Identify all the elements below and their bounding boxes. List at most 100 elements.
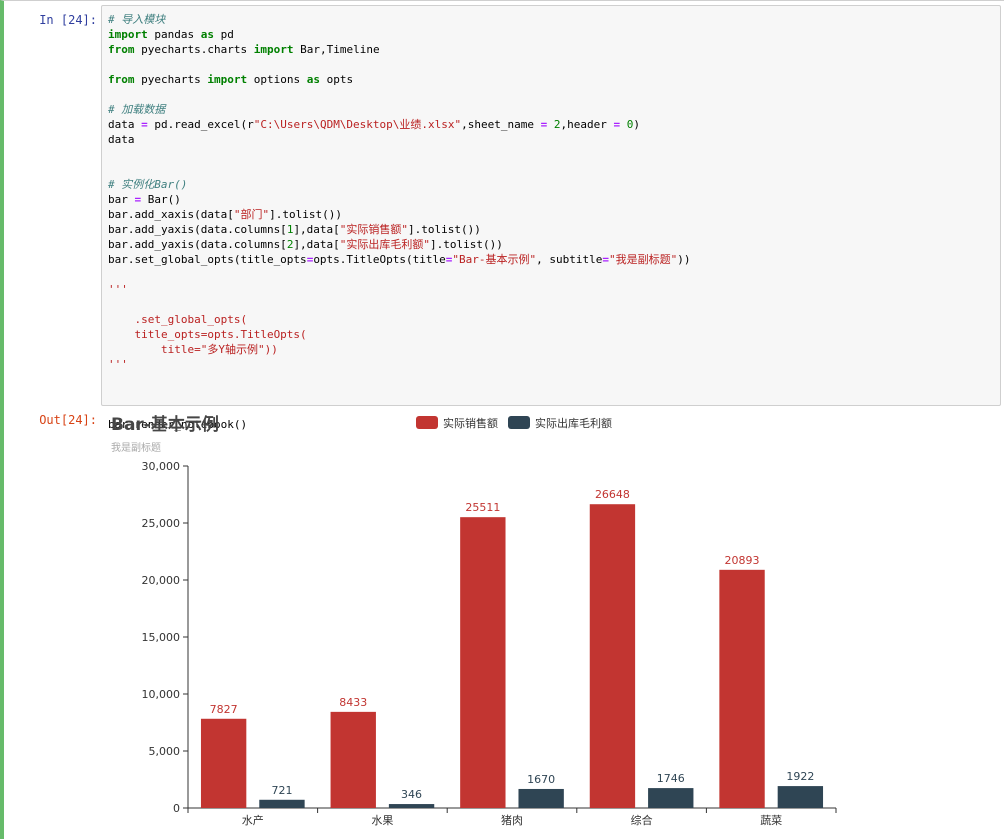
- code-token: =: [540, 118, 548, 131]
- code-line: ''': [108, 357, 691, 372]
- code-token: ''': [108, 283, 128, 296]
- code-line: data = pd.read_excel(r"C:\Users\QDM\Desk…: [108, 117, 691, 132]
- bar-profit: [259, 799, 305, 808]
- code-token: =: [613, 118, 621, 131]
- code-line: import pandas as pd: [108, 27, 691, 42]
- code-line: title_opts=opts.TitleOpts(: [108, 327, 691, 342]
- code-token: import: [108, 28, 148, 41]
- code-line: # 实例化Bar(): [108, 177, 691, 192]
- code-line: [108, 57, 691, 72]
- bar-profit: [518, 788, 564, 808]
- code-line: from pyecharts.charts import Bar,Timelin…: [108, 42, 691, 57]
- legend-swatch: [508, 416, 530, 429]
- data-label: 721: [271, 784, 292, 797]
- legend-swatch: [416, 416, 438, 429]
- code-token: pyecharts.charts: [134, 43, 254, 56]
- code-token: =: [445, 253, 453, 266]
- chart-title: Bar-基本示例: [111, 414, 219, 435]
- code-line: # 加载数据: [108, 102, 691, 117]
- code-token: from: [108, 73, 135, 86]
- code-line: [108, 387, 691, 402]
- code-line: ''': [108, 282, 691, 297]
- code-token: pd.read_excel(r: [147, 118, 254, 131]
- bar-sales: [460, 517, 506, 808]
- code-line: # 导入模块: [108, 12, 691, 27]
- y-tick-label: 10,000: [142, 688, 181, 701]
- code-token: ],data[: [293, 238, 340, 251]
- code-token: "实际销售额": [339, 223, 409, 236]
- data-label: 7827: [210, 703, 238, 716]
- x-tick-label: 猪肉: [501, 814, 523, 827]
- code-line: bar.add_yaxis(data.columns[2],data["实际出库…: [108, 237, 691, 252]
- bar-profit: [648, 788, 694, 808]
- code-line: .set_global_opts(: [108, 312, 691, 327]
- code-token: ].tolist()): [269, 208, 342, 221]
- code-token: from: [108, 43, 135, 56]
- code-line: [108, 162, 691, 177]
- code-token: opts.TitleOpts(title: [313, 253, 446, 266]
- bar-sales: [330, 711, 376, 808]
- code-token: "我是副标题": [609, 253, 678, 266]
- x-tick-label: 综合: [631, 813, 653, 827]
- code-token: ,header: [560, 118, 614, 131]
- code-line: [108, 147, 691, 162]
- bar-sales: [200, 718, 247, 808]
- data-label: 1670: [527, 773, 555, 786]
- code-token: 1: [286, 223, 294, 236]
- code-line: [108, 87, 691, 102]
- code-editor[interactable]: # 导入模块 import pandas as pd from pyecharts.…: [101, 5, 1001, 431]
- code-token: ],data[: [293, 223, 340, 236]
- code-token: as: [306, 73, 320, 86]
- code-token: 2: [553, 118, 561, 131]
- code-token: pyecharts: [134, 73, 208, 86]
- code-token: [620, 118, 627, 131]
- code-token: , subtitle: [536, 253, 603, 266]
- data-label: 8433: [339, 696, 367, 709]
- code-token: bar.add_xaxis(data[: [108, 208, 234, 221]
- data-label: 25511: [465, 501, 500, 514]
- code-token: Bar(): [141, 193, 181, 206]
- code-line: title="多Y轴示例")): [108, 342, 691, 357]
- code-token: bar.add_yaxis(data.columns[: [108, 238, 287, 251]
- code-token: ): [633, 118, 640, 131]
- code-line: bar.render_notebook(): [108, 417, 691, 432]
- code-token: "实际出库毛利额": [339, 238, 431, 251]
- code-line: [108, 297, 691, 312]
- bar-sales: [589, 504, 636, 808]
- bar-profit: [777, 786, 824, 808]
- y-tick-label: 15,000: [142, 631, 181, 644]
- code-token: 2: [286, 238, 294, 251]
- y-tick-label: 25,000: [142, 517, 181, 530]
- legend-label: 实际出库毛利额: [535, 416, 612, 430]
- output-area: Bar-基本示例 我是副标题 实际销售额 实际出库毛利额 0 5,000 10,000 15,…: [101, 409, 1001, 834]
- code-token: =: [602, 253, 609, 266]
- code-token: "Bar-基本示例": [452, 253, 537, 266]
- code-token: bar.render_notebook(): [108, 418, 248, 431]
- code-token: as: [200, 28, 214, 41]
- data-label: 1746: [657, 772, 685, 785]
- data-label: 1922: [786, 770, 814, 783]
- code-token: import: [253, 43, 294, 56]
- code-line: bar.set_global_opts(title_opts=opts.Titl…: [108, 252, 691, 267]
- code-token: =: [134, 193, 142, 206]
- code-token: [547, 118, 554, 131]
- code-line: [108, 372, 691, 387]
- data-label: 20893: [725, 554, 760, 567]
- code-token: ''': [108, 358, 128, 371]
- code-block[interactable]: # 导入模块 import pandas as pd from pyecharts.…: [108, 12, 691, 432]
- output-prompt: Out[24]:: [39, 413, 97, 427]
- code-token: =: [306, 253, 314, 266]
- x-tick-label: 蔬菜: [760, 814, 782, 827]
- code-token: options: [247, 73, 307, 86]
- code-token: data: [108, 133, 135, 146]
- code-token: opts: [319, 73, 354, 86]
- code-token: pandas: [147, 28, 201, 41]
- x-tick-label: 水产: [242, 813, 264, 827]
- y-tick-label: 20,000: [142, 574, 181, 587]
- code-token: pd: [213, 28, 234, 41]
- code-token: Bar,Timeline: [293, 43, 380, 56]
- code-token: ].tolist()): [430, 238, 503, 251]
- code-token: .set_global_opts(: [108, 313, 248, 326]
